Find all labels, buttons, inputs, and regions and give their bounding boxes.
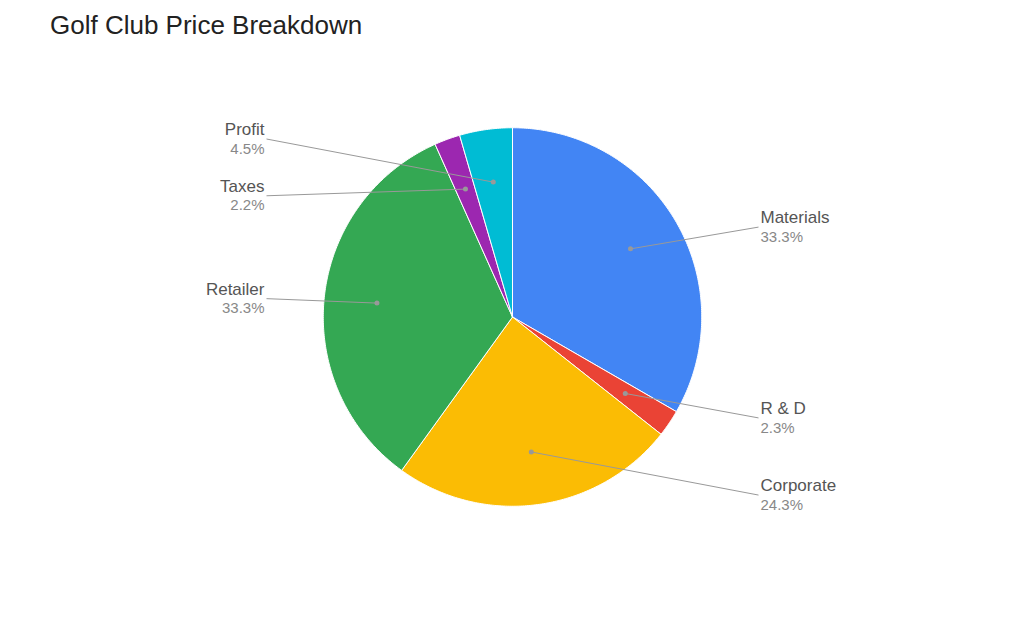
svg-text:33.3%: 33.3% bbox=[222, 299, 265, 316]
svg-text:Corporate: Corporate bbox=[761, 476, 837, 495]
svg-text:Retailer: Retailer bbox=[206, 280, 265, 299]
svg-text:R & D: R & D bbox=[761, 399, 806, 418]
svg-text:Profit: Profit bbox=[225, 120, 265, 139]
svg-text:Taxes: Taxes bbox=[220, 177, 264, 196]
svg-text:2.3%: 2.3% bbox=[761, 419, 795, 436]
html-text:Golf Club Price Breakdown: Golf Club Price Breakdown bbox=[50, 10, 363, 40]
svg-text:Materials: Materials bbox=[761, 208, 830, 227]
svg-text:4.5%: 4.5% bbox=[230, 140, 264, 157]
svg-text:2.2%: 2.2% bbox=[230, 196, 264, 213]
svg-text:24.3%: 24.3% bbox=[761, 496, 804, 513]
svg-text:33.3%: 33.3% bbox=[761, 228, 804, 245]
